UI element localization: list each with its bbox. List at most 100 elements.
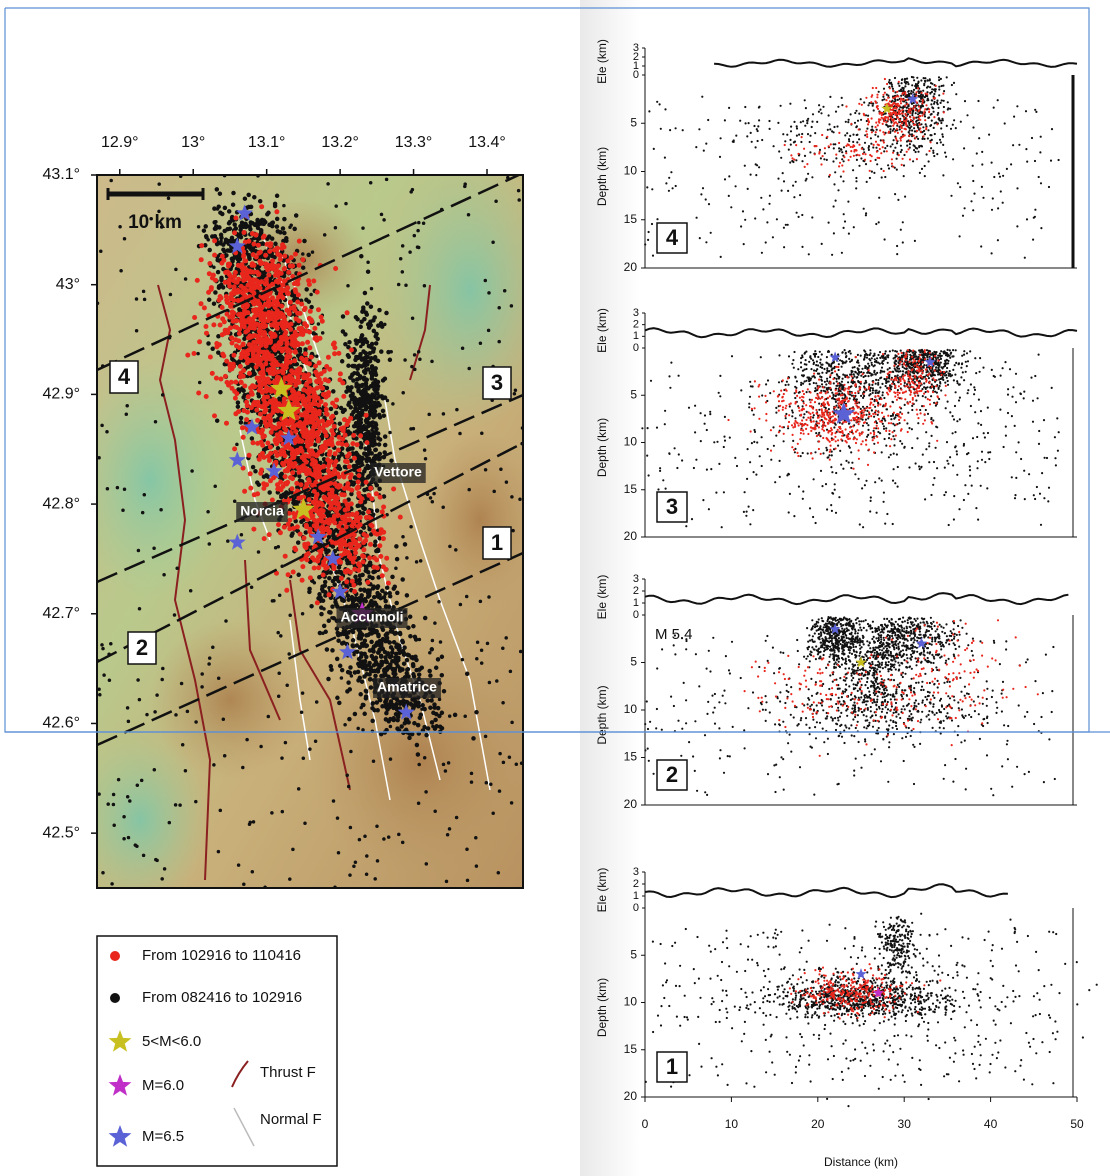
- legend-label: M=6.5: [142, 1128, 184, 1145]
- event-star: [915, 637, 928, 649]
- y-tick-label: 43.1°: [42, 166, 80, 183]
- y-tick-label: 3: [633, 573, 639, 585]
- legend-label: From 102916 to 110416: [142, 947, 301, 964]
- x-tick-label: 13.2°: [321, 134, 359, 151]
- y-tick-label: 15: [624, 1042, 638, 1056]
- topography: [644, 592, 1069, 606]
- panel-label-box: [656, 759, 688, 791]
- y-tick-label: 5: [630, 655, 637, 669]
- y-axis-label: Ele (km): [595, 308, 609, 353]
- y-tick-label: 3: [633, 307, 639, 319]
- event-star: [228, 451, 246, 468]
- panel-shade: [580, 0, 640, 1176]
- profile-box: [482, 526, 512, 560]
- y-tick-label: 15: [624, 750, 638, 764]
- y-tick-label: 5: [630, 115, 637, 129]
- screenshot-border: [4, 7, 1110, 733]
- event-star: [855, 656, 867, 668]
- legend-box: [96, 935, 338, 1167]
- y-axis-label: Ele (km): [595, 39, 609, 84]
- profile-label: 4: [118, 364, 131, 389]
- y-tick-label: 20: [624, 260, 638, 274]
- legend-symbol: [108, 1125, 132, 1147]
- y-tick-label: 0: [633, 902, 639, 914]
- event-star: [228, 237, 246, 254]
- x-tick-label: 30: [898, 1117, 912, 1131]
- y-tick-label: 10: [624, 702, 638, 716]
- map-frame: [96, 174, 524, 889]
- x-tick-label: 13.1°: [248, 134, 286, 151]
- panel-label: 4: [666, 225, 679, 250]
- event-star: [292, 497, 315, 520]
- y-tick-label: 1: [633, 890, 639, 902]
- y-tick-label: 2: [633, 319, 639, 331]
- event-star: [907, 93, 919, 104]
- event-star: [324, 549, 342, 567]
- y-tick-label: 20: [624, 797, 638, 811]
- x-axis-label: Distance (km): [824, 1155, 898, 1169]
- panel-label: 1: [666, 1054, 678, 1079]
- y-tick-label: 3: [633, 42, 639, 54]
- x-tick-label: 13.4°: [468, 134, 506, 151]
- panel-label-box: [656, 1051, 688, 1083]
- y-tick-label: 42.8°: [42, 495, 80, 512]
- x-tick-label: 10: [725, 1117, 739, 1131]
- y-tick-label: 43°: [56, 276, 80, 293]
- legend-symbol: [110, 993, 120, 1003]
- y-axis-label: Depth (km): [595, 978, 609, 1037]
- legend-symbol: [108, 1030, 132, 1052]
- legend-label: M=6.0: [142, 1077, 184, 1094]
- seismicity-cloud: [727, 349, 947, 470]
- topography: [644, 883, 1008, 899]
- panel-label-box: [656, 491, 688, 523]
- event-star: [397, 703, 415, 720]
- seismicity-cloud: [788, 963, 942, 1020]
- seismicity-cloud: [644, 912, 1098, 1108]
- seismicity: [97, 175, 523, 888]
- event-star: [265, 462, 283, 479]
- topography: [714, 57, 1078, 68]
- event-star: [331, 582, 349, 600]
- y-tick-label: 1: [633, 60, 639, 72]
- seismicity-cloud: [743, 619, 1039, 757]
- x-tick-label: 12.9°: [101, 134, 139, 151]
- event-star: [829, 623, 841, 635]
- y-tick-label: 10: [624, 995, 638, 1009]
- annotation: M 5.4: [655, 626, 693, 643]
- event-star: [309, 528, 327, 545]
- profile-line: [97, 441, 523, 664]
- place-box: [373, 678, 441, 698]
- x-tick-label: 13.3°: [395, 134, 433, 151]
- event-star: [855, 968, 867, 979]
- y-tick-label: 5: [630, 387, 637, 401]
- place-label: Accumoli: [340, 609, 403, 625]
- y-tick-label: 2: [633, 51, 639, 63]
- profile-box: [482, 366, 512, 400]
- profile-label: 3: [491, 370, 503, 395]
- event-star: [277, 398, 301, 421]
- scale-label: 10 km: [128, 212, 182, 233]
- profile-lines: [97, 175, 523, 747]
- profile-line: [97, 393, 523, 584]
- y-axis-label: Depth (km): [595, 147, 609, 206]
- legend-symbol: [110, 951, 120, 961]
- panel-label: 2: [666, 762, 678, 787]
- event-star: [243, 418, 261, 435]
- legend-symbol: [108, 1074, 132, 1096]
- place-box: [370, 463, 426, 483]
- y-tick-label: 10: [624, 164, 638, 178]
- y-axis-label: Depth (km): [595, 418, 609, 477]
- place-label: Amatrice: [377, 679, 437, 695]
- y-axis-label: Ele (km): [595, 575, 609, 620]
- x-tick-label: 0: [642, 1117, 649, 1131]
- y-tick-label: 15: [624, 212, 638, 226]
- seismicity-cloud: [644, 616, 1056, 797]
- legend-symbol: [233, 1107, 255, 1147]
- legend-label: 5<M<6.0: [142, 1033, 201, 1050]
- legend-symbol: [231, 1060, 249, 1088]
